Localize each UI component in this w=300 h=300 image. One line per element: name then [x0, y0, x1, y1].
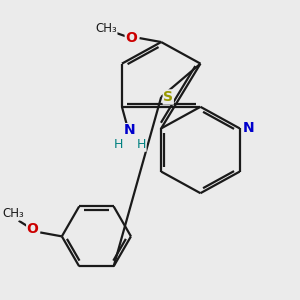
Text: O: O: [125, 31, 137, 45]
Text: H: H: [113, 138, 123, 152]
Text: S: S: [163, 90, 173, 104]
Text: CH₃: CH₃: [3, 207, 24, 220]
Text: O: O: [26, 222, 38, 236]
Text: N: N: [242, 122, 254, 135]
Text: H: H: [137, 138, 146, 152]
Text: CH₃: CH₃: [95, 22, 117, 35]
Text: N: N: [124, 123, 136, 137]
